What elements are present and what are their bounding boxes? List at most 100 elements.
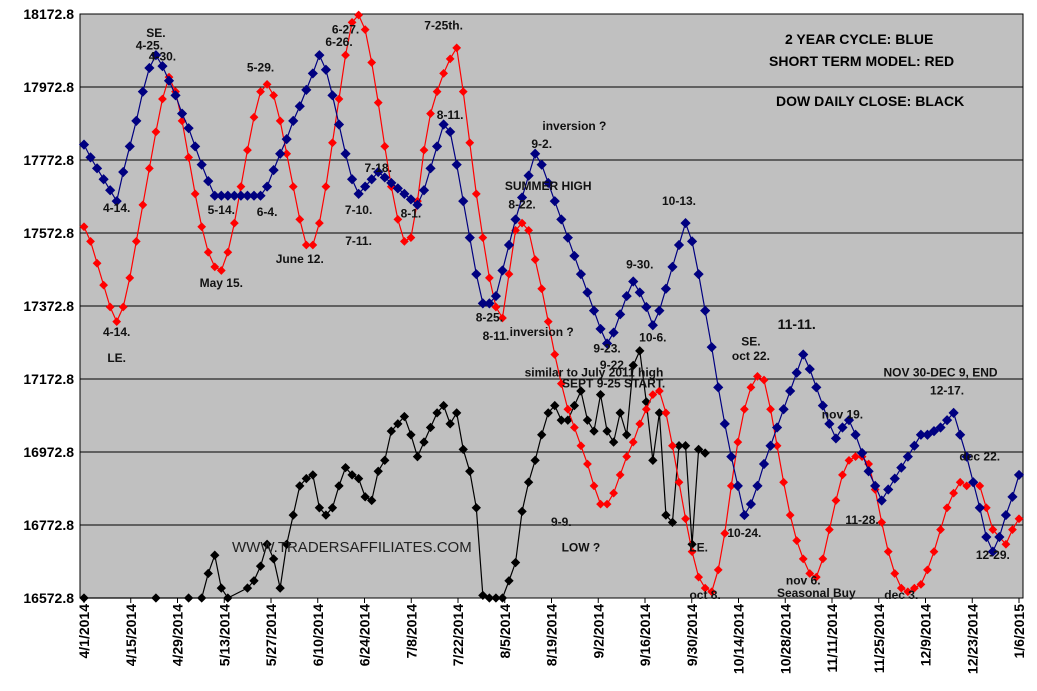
x-tick-label: 9/30/2014 — [684, 604, 700, 666]
series-point — [478, 233, 488, 243]
series-point — [458, 444, 468, 455]
series-point — [243, 145, 252, 155]
series-point — [550, 350, 560, 359]
annotation: SE. — [741, 334, 760, 348]
annotation: 5-29. — [247, 61, 274, 75]
series-point — [635, 346, 645, 356]
series-point — [451, 159, 462, 170]
series-point — [145, 163, 154, 173]
series-point — [838, 470, 847, 480]
series-point — [184, 152, 193, 162]
series-point — [530, 255, 540, 264]
series-point — [720, 528, 730, 538]
series-point — [837, 422, 848, 433]
series-point — [923, 565, 932, 575]
series-point — [288, 182, 298, 191]
series-point — [183, 593, 194, 603]
series-point — [222, 190, 233, 201]
series-point — [334, 481, 344, 491]
series-point — [700, 583, 710, 593]
series-point — [681, 514, 690, 524]
series-point — [281, 134, 292, 145]
series-point — [452, 408, 462, 418]
x-tick-label: 7/22/2014 — [450, 604, 466, 666]
y-tick-label: 16972.8 — [23, 444, 74, 460]
annotation: dec 22. — [959, 449, 1000, 463]
series-point — [941, 415, 953, 426]
series-point — [694, 572, 703, 582]
annotation: 9-2. — [531, 137, 552, 151]
series-point — [622, 452, 632, 462]
series-point — [425, 163, 436, 174]
series-point — [772, 441, 782, 451]
series-point — [380, 455, 390, 465]
series-point — [889, 473, 900, 484]
series-point — [399, 411, 410, 422]
series-point — [393, 419, 403, 429]
x-tick-label: 4/15/2014 — [123, 604, 139, 666]
annotation: inversion ? — [510, 325, 574, 339]
series-point — [471, 269, 482, 280]
annotation: 4-14. — [103, 325, 130, 339]
annotation: 8-25. — [476, 311, 503, 325]
series-point — [707, 587, 717, 597]
series-point — [399, 188, 410, 199]
x-tick-label: 9/2/2014 — [590, 604, 606, 659]
annotation: 9-30. — [626, 258, 653, 272]
y-tick-label: 16572.8 — [23, 590, 74, 606]
series-point — [928, 426, 940, 437]
series-point — [367, 495, 377, 506]
series-point — [766, 404, 775, 414]
series-point — [798, 554, 808, 564]
series-point — [380, 142, 390, 151]
series-point — [308, 470, 318, 480]
x-tick-label: 7/8/2014 — [403, 604, 419, 659]
series-point — [282, 539, 292, 549]
series-point — [890, 569, 900, 578]
annotation: 9-22. — [600, 358, 627, 372]
series-point — [779, 477, 788, 487]
series-point — [680, 441, 691, 451]
series-point — [843, 415, 855, 426]
series-point — [105, 185, 116, 196]
series-point — [628, 360, 638, 371]
series-point — [340, 462, 351, 473]
annotation: June 12. — [276, 252, 324, 266]
annotation: SUMMER HIGH — [505, 179, 592, 193]
series-point — [426, 109, 435, 118]
x-tick-label: 5/13/2014 — [216, 604, 232, 666]
annotation: nov 6. — [786, 573, 821, 587]
series-point — [608, 327, 619, 338]
series-point — [569, 250, 580, 262]
series-point — [432, 408, 442, 418]
legend-blue: 2 YEAR CYCLE: BLUE — [785, 31, 933, 47]
series-point — [974, 502, 985, 513]
y-tick-label: 17972.8 — [23, 79, 74, 95]
series-point — [92, 258, 102, 268]
series-point — [877, 517, 887, 527]
series-point — [144, 62, 155, 74]
annotation: nov 19. — [822, 407, 863, 421]
x-tick-label: 10/28/2014 — [777, 604, 793, 674]
series-point — [582, 415, 593, 425]
series-point — [641, 301, 652, 313]
y-tick-label: 17172.8 — [23, 371, 74, 387]
series-point — [647, 320, 658, 331]
annotation: 8-11. — [437, 108, 464, 122]
series-point — [190, 141, 201, 152]
annotation: 8-22. — [508, 197, 535, 211]
series-point — [792, 536, 802, 546]
series-point — [203, 176, 214, 187]
annotation: 6-27. — [332, 22, 359, 36]
series-point — [1008, 525, 1017, 535]
series-point — [536, 159, 547, 170]
series-point — [634, 287, 645, 298]
series-point — [137, 86, 148, 97]
annotation: 12-29. — [976, 548, 1010, 562]
series-point — [588, 305, 600, 316]
x-tick-label: 10/14/2014 — [731, 604, 747, 674]
series-point — [314, 503, 325, 513]
series-point — [601, 338, 613, 349]
series-point — [497, 593, 508, 603]
series-point — [328, 138, 337, 148]
